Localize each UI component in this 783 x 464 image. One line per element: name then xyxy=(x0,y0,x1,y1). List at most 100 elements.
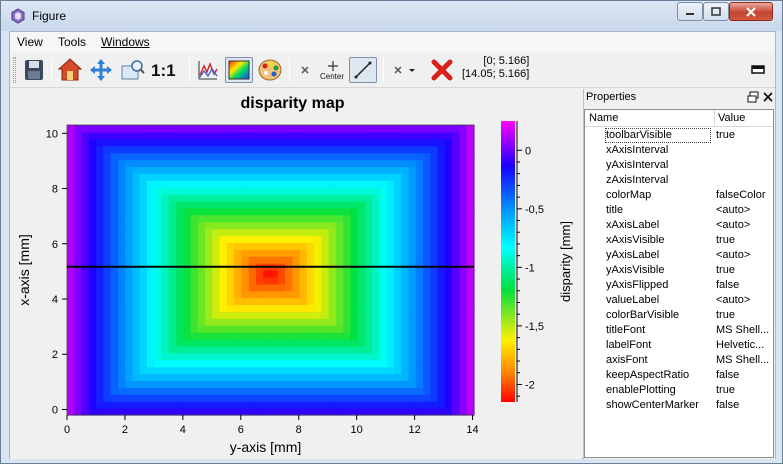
heatmap-cell xyxy=(379,297,388,306)
dock-button[interactable] xyxy=(748,57,768,83)
heatmap-cell xyxy=(96,283,104,292)
property-value[interactable]: true xyxy=(716,309,735,321)
column-header-name[interactable]: Name xyxy=(589,112,619,124)
property-row[interactable]: title <auto> xyxy=(585,203,773,218)
property-row[interactable]: yAxisLabel <auto> xyxy=(585,248,773,263)
heatmap-cell xyxy=(321,311,330,319)
property-value[interactable]: MS Shell... xyxy=(716,324,770,336)
property-row[interactable]: zAxisInterval xyxy=(585,173,773,188)
heatmap-cell xyxy=(415,311,424,319)
save-button[interactable] xyxy=(20,57,48,83)
property-value[interactable]: false xyxy=(716,279,740,291)
heatmap-cell xyxy=(386,221,395,230)
aspect-ratio-button[interactable]: 1:1 xyxy=(150,57,186,83)
property-value[interactable]: <auto> xyxy=(716,219,751,231)
heatmap-cell xyxy=(190,200,199,209)
palette-button[interactable] xyxy=(256,57,284,83)
title-bar[interactable]: Figure xyxy=(1,1,782,31)
property-value[interactable]: true xyxy=(716,264,735,276)
heatmap-cell xyxy=(263,387,272,395)
property-row[interactable]: axisFont MS Shell... xyxy=(585,353,773,368)
property-row[interactable]: showCenterMarker false xyxy=(585,398,773,413)
heatmap-cell xyxy=(314,394,322,402)
property-value[interactable]: <auto> xyxy=(716,204,751,216)
draw-line-button[interactable] xyxy=(349,57,377,83)
zoom-to-rect-button[interactable] xyxy=(118,57,146,83)
heatmap-cell xyxy=(110,235,119,243)
heatmap-cell xyxy=(161,352,170,361)
heatmap-cell xyxy=(139,152,148,161)
close-panel-button[interactable] xyxy=(762,91,774,106)
linecut-button[interactable] xyxy=(193,57,221,83)
property-row[interactable]: colorMap falseColor xyxy=(585,188,773,203)
home-button[interactable] xyxy=(56,57,84,83)
menu-view[interactable]: View xyxy=(17,35,43,49)
property-value[interactable]: <auto> xyxy=(716,294,751,306)
pan-button[interactable] xyxy=(87,57,115,83)
property-value[interactable]: true xyxy=(716,234,735,246)
heatmap-cell xyxy=(401,131,410,140)
property-value[interactable]: false xyxy=(716,369,740,381)
menu-windows[interactable]: Windows xyxy=(101,35,150,49)
marker-button[interactable] xyxy=(294,57,316,83)
heatmap-cell xyxy=(321,131,330,140)
property-row[interactable]: labelFont Helvetic... xyxy=(585,338,773,353)
heatmap-cell xyxy=(139,297,148,306)
minimize-button[interactable] xyxy=(677,2,703,21)
heatmap-cell xyxy=(270,345,279,354)
float-panel-button[interactable] xyxy=(747,91,759,106)
heatmap-cell xyxy=(132,352,141,361)
property-row[interactable]: xAxisLabel <auto> xyxy=(585,218,773,233)
point-picker-button[interactable] xyxy=(389,57,419,83)
heatmap-cell xyxy=(110,221,119,230)
properties-table[interactable]: Name Value toolbarVisible true xAxisInterv… xyxy=(584,109,774,458)
property-value[interactable]: Helvetic... xyxy=(716,339,765,351)
heatmap-cell xyxy=(364,290,373,299)
property-row[interactable]: yAxisInterval xyxy=(585,158,773,173)
property-row[interactable]: valueLabel <auto> xyxy=(585,293,773,308)
menu-tools[interactable]: Tools xyxy=(58,35,87,49)
property-row[interactable]: keepAspectRatio false xyxy=(585,368,773,383)
property-row[interactable]: xAxisVisible true xyxy=(585,233,773,248)
heatmap-cell xyxy=(197,194,206,202)
heatmap-cell xyxy=(350,200,359,209)
property-value[interactable]: false xyxy=(716,399,740,411)
delete-button[interactable] xyxy=(428,57,456,83)
property-value[interactable]: true xyxy=(716,384,735,396)
heatmap-cell xyxy=(401,159,410,168)
heatmap-cell xyxy=(299,180,308,188)
heatmap-cell xyxy=(67,380,75,388)
close-button[interactable] xyxy=(729,2,773,21)
heatmap-cell xyxy=(379,221,388,230)
property-row[interactable]: colorBarVisible true xyxy=(585,308,773,323)
heatmap-cell xyxy=(270,352,279,361)
colorbar-button[interactable] xyxy=(225,57,253,83)
heatmap-cell xyxy=(132,249,141,257)
heatmap-cell xyxy=(139,325,148,333)
heatmap-cell xyxy=(183,401,192,409)
plot-area[interactable]: disparity map 0 2 4 6 8 10 12 14 0 2 4 6 8 10 xyxy=(10,89,582,459)
property-value[interactable]: <auto> xyxy=(716,249,751,261)
property-value[interactable]: MS Shell... xyxy=(716,354,770,366)
heatmap-cell xyxy=(350,125,359,133)
property-row[interactable]: titleFont MS Shell... xyxy=(585,323,773,338)
property-value[interactable]: falseColor xyxy=(716,189,766,201)
toolbar-grip[interactable] xyxy=(13,57,16,83)
column-header-value[interactable]: Value xyxy=(718,112,746,124)
heatmap-cell xyxy=(401,200,410,209)
property-row[interactable]: yAxisVisible true xyxy=(585,263,773,278)
property-row[interactable]: enablePlotting true xyxy=(585,383,773,398)
property-value[interactable]: true xyxy=(716,129,735,141)
center-marker-button[interactable]: Center xyxy=(318,57,348,83)
heatmap-cell xyxy=(328,325,337,333)
heatmap-cell xyxy=(96,200,104,209)
heatmap-cell xyxy=(335,249,344,257)
property-row[interactable]: yAxisFlipped false xyxy=(585,278,773,293)
maximize-button[interactable] xyxy=(703,2,729,21)
property-row[interactable]: toolbarVisible true xyxy=(585,128,773,143)
property-row[interactable]: xAxisInterval xyxy=(585,143,773,158)
heatmap-cell xyxy=(154,387,163,395)
heatmap-cell xyxy=(103,408,112,416)
heatmap-cell xyxy=(328,290,337,299)
